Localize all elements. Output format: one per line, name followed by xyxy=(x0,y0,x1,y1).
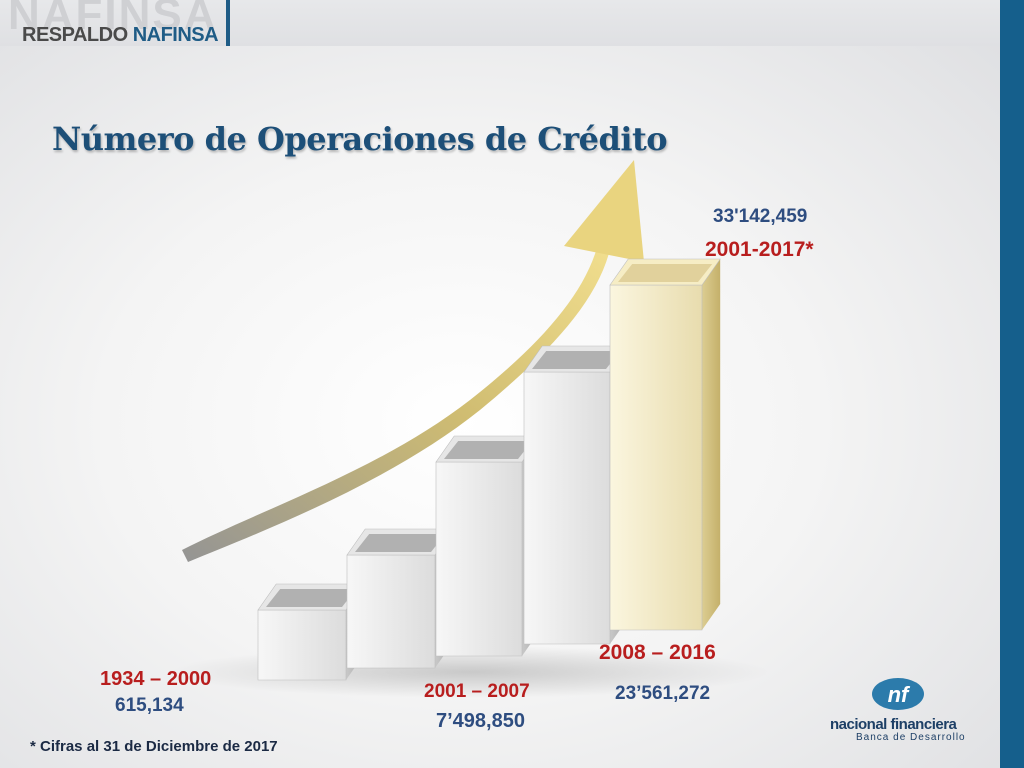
bars-group xyxy=(257,258,721,681)
category-label-3: 2008 – 2016 xyxy=(599,641,716,664)
footnote: * Cifras al 31 de Diciembre de 2017 xyxy=(30,738,278,755)
brand-logo-text: RESPALDO NAFINSA xyxy=(22,24,219,47)
logo-subtitle: Banca de Desarrollo xyxy=(856,732,966,743)
right-accent-stripe xyxy=(1000,0,1024,768)
value-label-2: 7’498,850 xyxy=(436,710,525,732)
bar-chart xyxy=(170,160,770,698)
value-label-1: 615,134 xyxy=(115,695,184,716)
brand-watermark: NAFINSA xyxy=(8,0,218,39)
category-label-1: 1934 – 2000 xyxy=(100,668,212,690)
category-label-2: 2001 – 2007 xyxy=(424,681,530,702)
brand-word-nafinsa: NAFINSA xyxy=(132,24,219,46)
value-label-4: 33'142,459 xyxy=(713,206,808,227)
growth-arrow xyxy=(182,160,644,562)
value-label-3: 23’561,272 xyxy=(615,683,711,704)
bar-5 xyxy=(609,258,721,631)
brand-word-respaldo: RESPALDO xyxy=(22,24,128,46)
logo-name: nacional financiera xyxy=(830,716,957,733)
page-title: Número de Operaciones de Crédito xyxy=(52,120,668,158)
header-divider xyxy=(226,0,230,46)
header-bar xyxy=(0,0,1000,46)
svg-text:nf: nf xyxy=(888,682,911,707)
category-label-4: 2001-2017* xyxy=(705,238,814,261)
nacional-financiera-logo-icon: nf xyxy=(872,678,924,710)
